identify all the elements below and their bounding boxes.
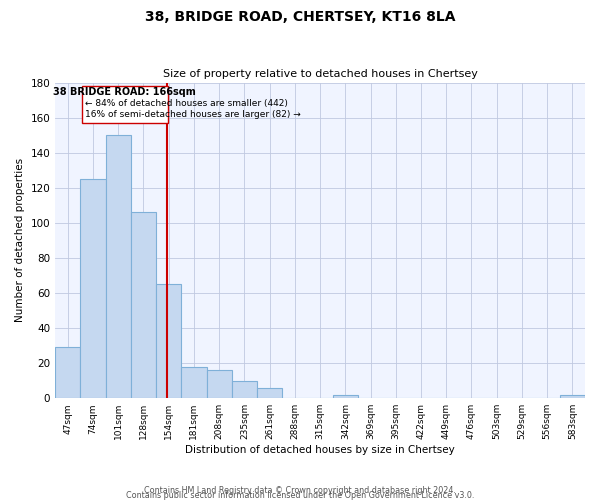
Bar <box>156 284 181 398</box>
Bar <box>232 380 257 398</box>
X-axis label: Distribution of detached houses by size in Chertsey: Distribution of detached houses by size … <box>185 445 455 455</box>
Text: Contains HM Land Registry data © Crown copyright and database right 2024.: Contains HM Land Registry data © Crown c… <box>144 486 456 495</box>
Bar <box>206 370 232 398</box>
Text: 38 BRIDGE ROAD: 166sqm: 38 BRIDGE ROAD: 166sqm <box>53 87 196 97</box>
Title: Size of property relative to detached houses in Chertsey: Size of property relative to detached ho… <box>163 69 478 79</box>
Bar <box>332 394 358 398</box>
Text: ← 84% of detached houses are smaller (442): ← 84% of detached houses are smaller (44… <box>85 99 287 108</box>
Text: 16% of semi-detached houses are larger (82) →: 16% of semi-detached houses are larger (… <box>85 110 301 120</box>
Bar <box>55 348 80 398</box>
Text: Contains public sector information licensed under the Open Government Licence v3: Contains public sector information licen… <box>126 491 474 500</box>
Y-axis label: Number of detached properties: Number of detached properties <box>15 158 25 322</box>
Text: 38, BRIDGE ROAD, CHERTSEY, KT16 8LA: 38, BRIDGE ROAD, CHERTSEY, KT16 8LA <box>145 10 455 24</box>
FancyBboxPatch shape <box>82 86 168 123</box>
Bar <box>560 394 585 398</box>
Bar <box>80 179 106 398</box>
Bar <box>106 135 131 398</box>
Bar <box>181 366 206 398</box>
Bar <box>131 212 156 398</box>
Bar <box>257 388 282 398</box>
